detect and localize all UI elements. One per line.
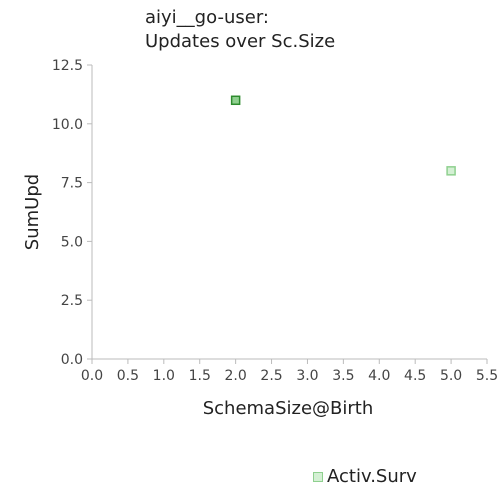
x-tick-label: 2.0 <box>225 368 247 384</box>
chart-title-line-1: aiyi__go-user: <box>145 7 269 28</box>
x-tick-label: 5.5 <box>476 368 498 384</box>
chart-title-line-2: Updates over Sc.Size <box>145 31 336 52</box>
legend: Activ.Surv <box>313 466 417 487</box>
y-tick-label: 10.0 <box>52 117 83 133</box>
legend-swatch <box>313 471 323 482</box>
data-points <box>230 95 456 176</box>
y-tick-label: 0.0 <box>61 352 83 368</box>
x-tick-label: 0.5 <box>117 368 139 384</box>
x-axis-title: SchemaSize@Birth <box>203 398 374 419</box>
legend-label: Activ.Surv <box>327 466 417 487</box>
x-tick-label: 0.0 <box>81 368 103 384</box>
y-tick-label: 2.5 <box>61 293 83 309</box>
y-axis-title: SumUpd <box>22 174 43 250</box>
data-point <box>230 95 241 106</box>
data-point <box>446 166 456 176</box>
x-tick-label: 3.5 <box>332 368 354 384</box>
y-tick-label: 5.0 <box>61 234 83 250</box>
axes: 0.0 0.5 1.0 1.5 2.0 2.5 3.0 3.5 4.0 4.5 5.0 5.5 0.0 2… <box>52 58 498 384</box>
x-tick-label: 5.0 <box>440 368 462 384</box>
x-tick-label: 3.0 <box>296 368 318 384</box>
x-tick-label: 4.5 <box>404 368 426 384</box>
y-tick-label: 12.5 <box>52 58 83 74</box>
x-tick-label: 4.0 <box>368 368 390 384</box>
x-tick-label: 1.0 <box>153 368 175 384</box>
y-tick-label: 7.5 <box>61 176 83 192</box>
x-tick-label: 1.5 <box>189 368 211 384</box>
chart-title: aiyi__go-user: Updates over Sc.Size <box>145 6 335 54</box>
x-tick-label: 2.5 <box>260 368 282 384</box>
